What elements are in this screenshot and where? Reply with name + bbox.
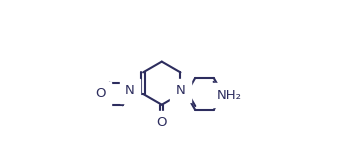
Text: O: O [157,116,167,129]
Text: O: O [95,87,106,100]
Text: NH₂: NH₂ [217,89,242,102]
Text: N: N [175,84,185,97]
Text: N: N [125,84,135,97]
